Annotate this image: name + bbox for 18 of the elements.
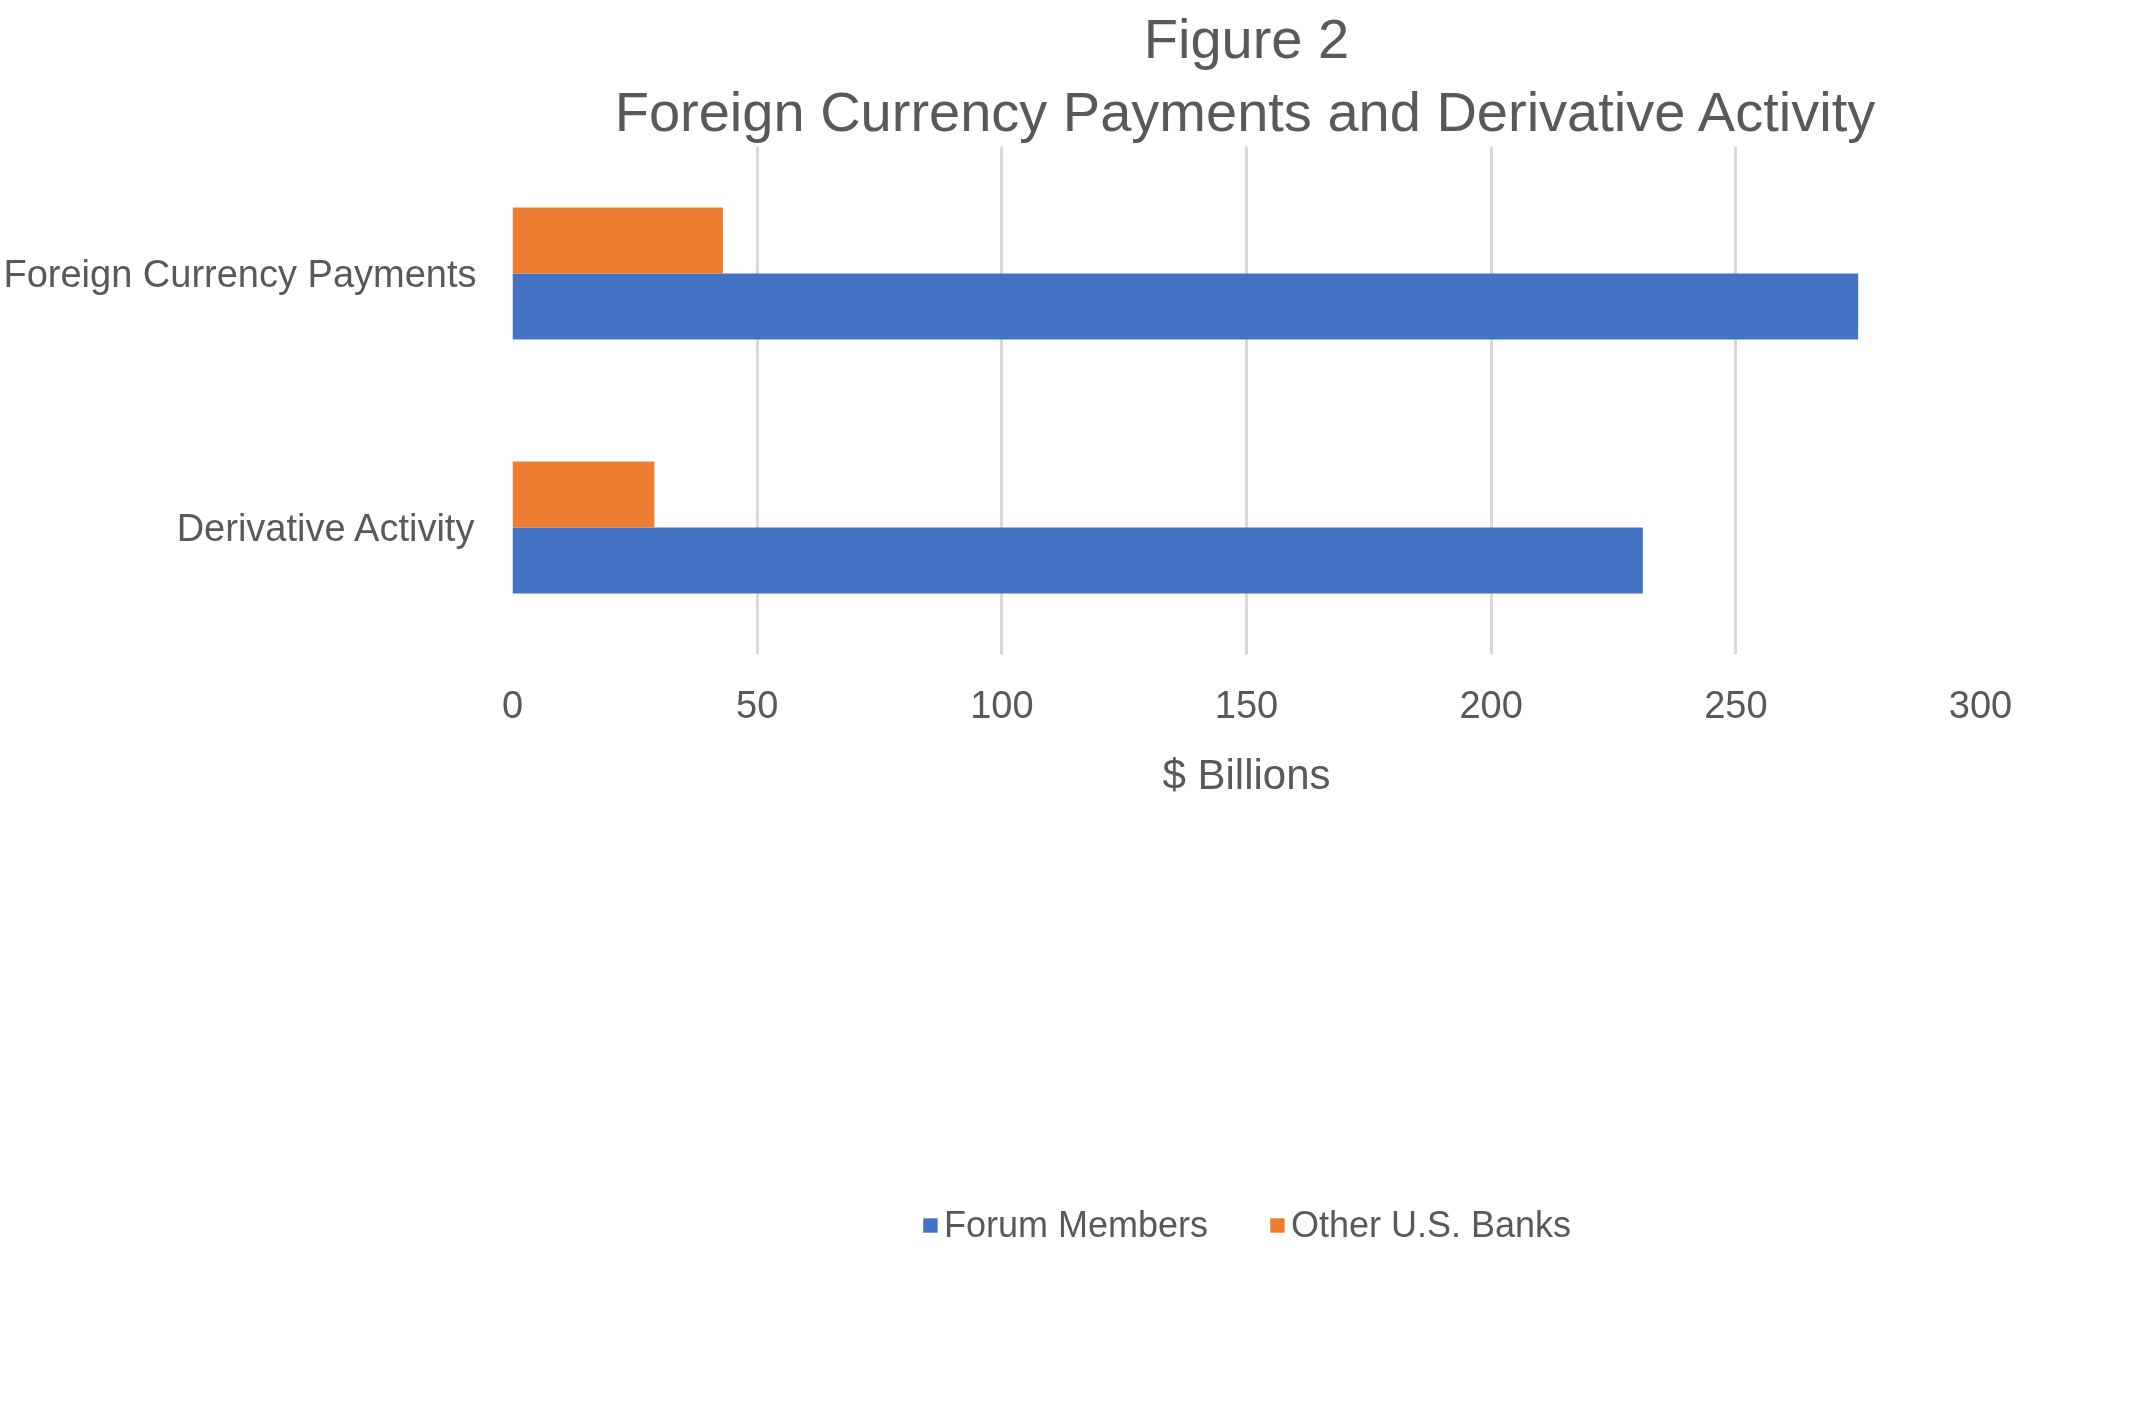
x-tick-label: 150	[1214, 683, 1279, 726]
bar	[512, 527, 1643, 594]
chart-subtitle: Foreign Currency Payments and Derivative Activity	[614, 79, 1876, 143]
x-axis-title: $ Billions	[1162, 750, 1331, 798]
x-tick-label: 250	[1704, 683, 1768, 726]
y-tick-label: Foreign Currency Payments	[3, 252, 477, 295]
x-tick-label: 0	[501, 683, 524, 726]
bar	[512, 273, 1859, 340]
x-tick-label: 100	[970, 683, 1034, 726]
x-tick-label: 200	[1459, 683, 1523, 726]
bar	[512, 207, 723, 274]
bar	[512, 461, 655, 528]
legend-label: Other U.S. Banks	[1290, 1203, 1572, 1246]
x-tick-label: 300	[1948, 683, 2013, 726]
chart-title: Figure 2	[1143, 6, 1350, 70]
x-tick-label: 50	[736, 683, 779, 726]
y-tick-label: Derivative Activity	[176, 506, 475, 549]
legend-label: Forum Members	[943, 1203, 1208, 1246]
